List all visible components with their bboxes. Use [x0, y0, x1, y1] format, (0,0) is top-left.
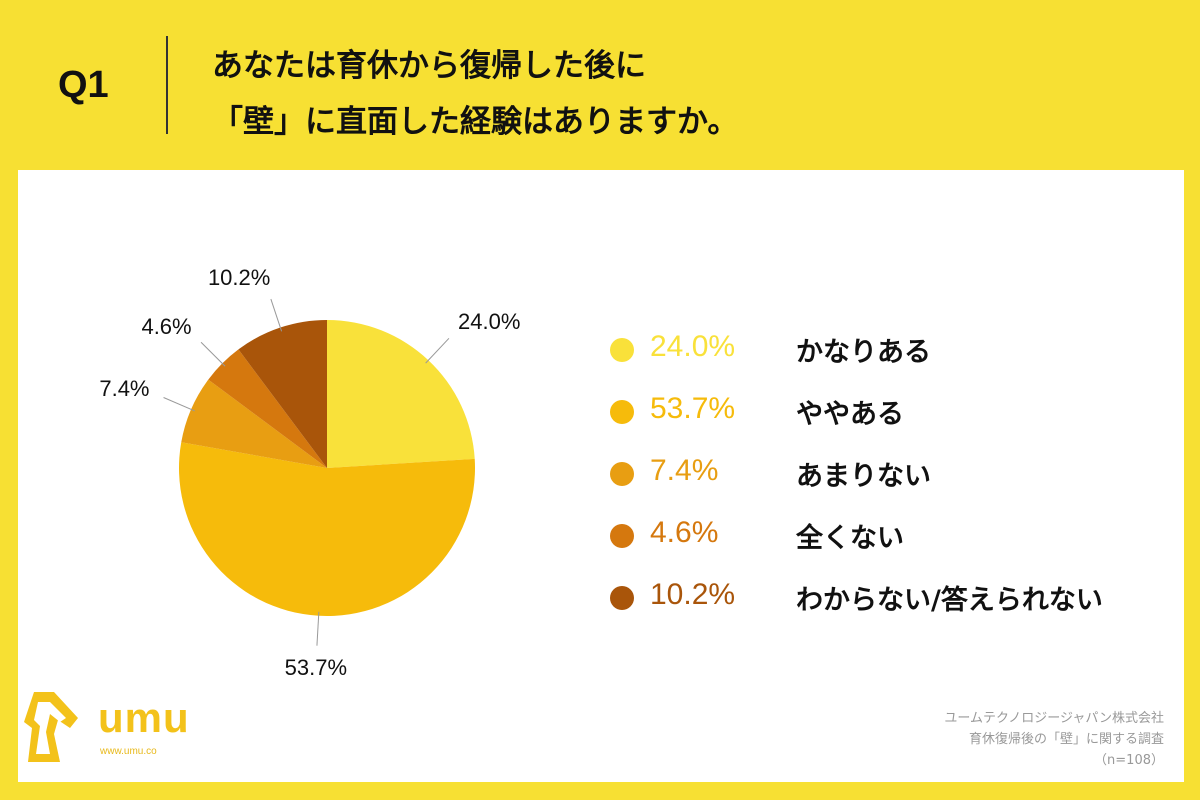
pie-slice-2 — [179, 442, 475, 617]
legend-percent: 24.0% — [650, 330, 736, 363]
legend-percent: 53.7% — [650, 392, 736, 425]
chart-panel: 24.0% 53.7% 7.4% 4.6% 10.2% 24.0% かなりある 53.7% や… — [18, 170, 1184, 782]
leader-line-2 — [316, 611, 320, 646]
pie-label-2: 53.7% — [284, 654, 348, 680]
legend-label: わからない/答えられない — [796, 585, 1103, 616]
pie-label-5: 10.2% — [207, 265, 271, 291]
leader-line-3 — [163, 397, 195, 412]
legend-percent: 7.4% — [650, 454, 719, 487]
legend-percent: 10.2% — [650, 578, 736, 611]
leader-line-1 — [425, 337, 450, 364]
credit: ユームテクノロジージャパン株式会社 育休復帰後の「壁」に関する調査 （n=108… — [944, 708, 1164, 771]
legend-label: あまりない — [796, 461, 931, 492]
logo-text: umu — [98, 694, 190, 741]
pie-label-1: 24.0% — [458, 309, 521, 335]
logo-url: www.umu.co — [100, 746, 157, 757]
legend-label: かなりある — [796, 337, 931, 368]
title-line-2: 「壁」に直面した経験はありますか。 — [212, 104, 739, 140]
pie-label-3: 7.4% — [99, 375, 150, 401]
horse-logo-icon — [24, 692, 78, 762]
pie-chart — [163, 298, 475, 646]
legend-label: 全くない — [796, 523, 904, 554]
legend-dot-icon — [610, 400, 634, 424]
pie-slice-3 — [181, 379, 327, 468]
credit-company: ユームテクノロジージャパン株式会社 — [944, 711, 1164, 726]
title-line-1: あなたは育休から復帰した後に — [212, 48, 646, 84]
legend-label: ややある — [796, 399, 904, 430]
pie-slice-1 — [327, 320, 475, 468]
pie-label-4: 4.6% — [141, 313, 192, 339]
question-label: Q1 — [58, 64, 109, 106]
legend-dot-icon — [610, 586, 634, 610]
leader-line-5 — [270, 298, 283, 332]
umu-logo: umu www.umu.co — [20, 688, 200, 768]
pie-slice-4 — [208, 349, 327, 468]
credit-survey: 育休復帰後の「壁」に関する調査 — [968, 732, 1164, 747]
credit-sample-size: （n=108） — [1094, 753, 1164, 768]
header: Q1 あなたは育休から復帰した後に 「壁」に直面した経験はありますか。 — [0, 0, 1200, 165]
legend-dot-icon — [610, 524, 634, 548]
leader-line-4 — [200, 341, 226, 367]
legend-dot-icon — [610, 462, 634, 486]
pie-slice-5 — [238, 320, 327, 468]
legend-percent: 4.6% — [650, 516, 719, 549]
legend-dot-icon — [610, 338, 634, 362]
header-divider — [166, 36, 168, 134]
